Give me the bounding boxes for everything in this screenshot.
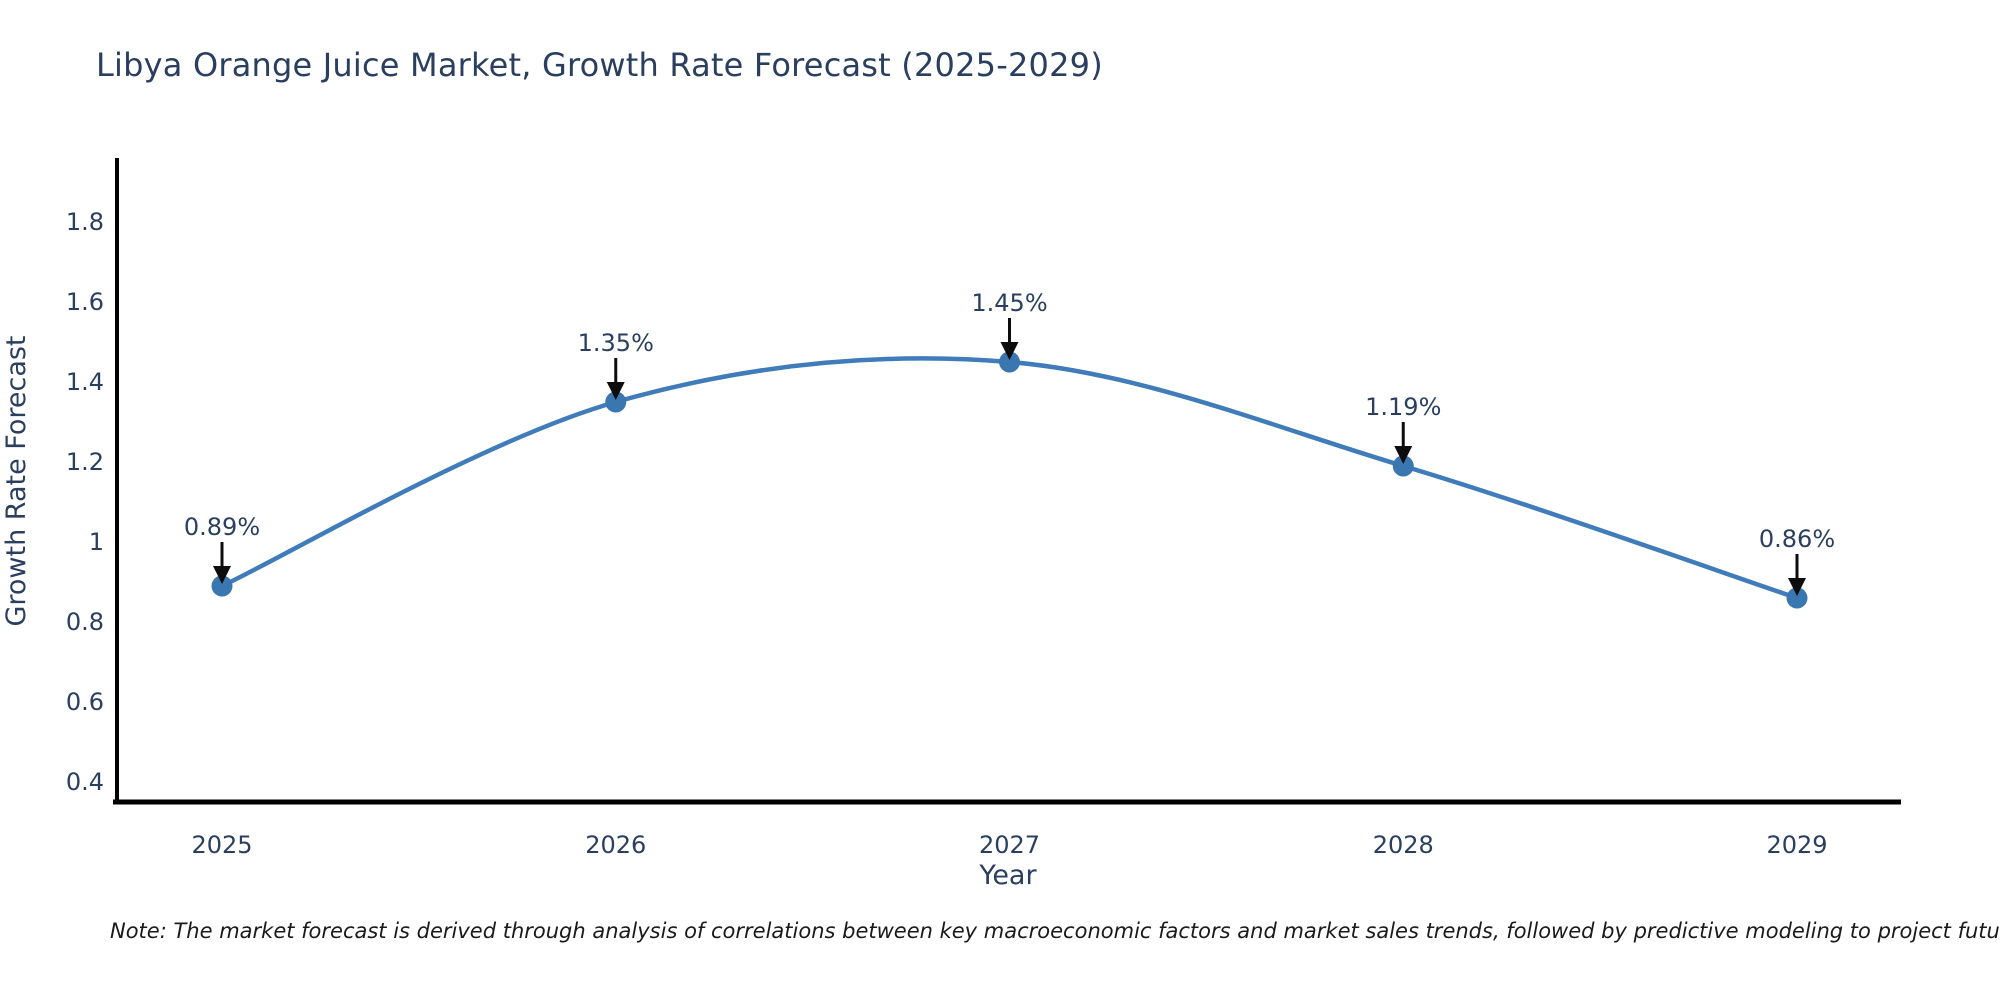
data-point[interactable] bbox=[999, 351, 1020, 373]
point-annotation: 1.19% bbox=[1365, 393, 1441, 421]
annotation-arrow-head bbox=[213, 566, 231, 584]
y-tick-label: 0.4 bbox=[66, 768, 104, 796]
annotation-arrow-head bbox=[1788, 578, 1806, 596]
annotation-arrow-head bbox=[1394, 446, 1413, 464]
x-tick-label: 2026 bbox=[585, 831, 646, 859]
annotation-arrow-head bbox=[1000, 342, 1019, 360]
point-annotation: 1.35% bbox=[578, 329, 654, 357]
point-annotation: 0.89% bbox=[184, 513, 260, 541]
data-point[interactable] bbox=[1392, 455, 1414, 477]
data-point[interactable] bbox=[605, 391, 627, 413]
chart-title: Libya Orange Juice Market, Growth Rate F… bbox=[96, 46, 1103, 84]
y-tick-label: 1.4 bbox=[66, 368, 104, 396]
point-annotation: 1.45% bbox=[971, 289, 1047, 317]
x-tick-label: 2027 bbox=[979, 831, 1040, 859]
x-tick-label: 2029 bbox=[1766, 831, 1827, 859]
y-tick-label: 1.6 bbox=[66, 288, 104, 316]
data-point[interactable] bbox=[211, 575, 233, 597]
y-tick-label: 1.8 bbox=[66, 208, 104, 236]
x-tick-label: 2028 bbox=[1373, 831, 1434, 859]
annotation-arrow-head bbox=[606, 382, 625, 400]
note-text: Note: The market forecast is derived thr… bbox=[110, 919, 2000, 943]
trend-line bbox=[219, 356, 1800, 601]
y-tick-label: 1 bbox=[89, 528, 104, 556]
x-tick-label: 2025 bbox=[191, 831, 252, 859]
y-tick-label: 1.2 bbox=[66, 448, 104, 476]
point-annotation: 0.86% bbox=[1759, 525, 1835, 553]
y-tick-label: 0.6 bbox=[66, 688, 104, 716]
y-tick-label: 0.8 bbox=[66, 608, 104, 636]
y-axis-title: Growth Rate Forecast bbox=[1, 335, 32, 626]
x-axis-title: Year bbox=[978, 860, 1037, 891]
data-point[interactable] bbox=[1786, 587, 1808, 609]
